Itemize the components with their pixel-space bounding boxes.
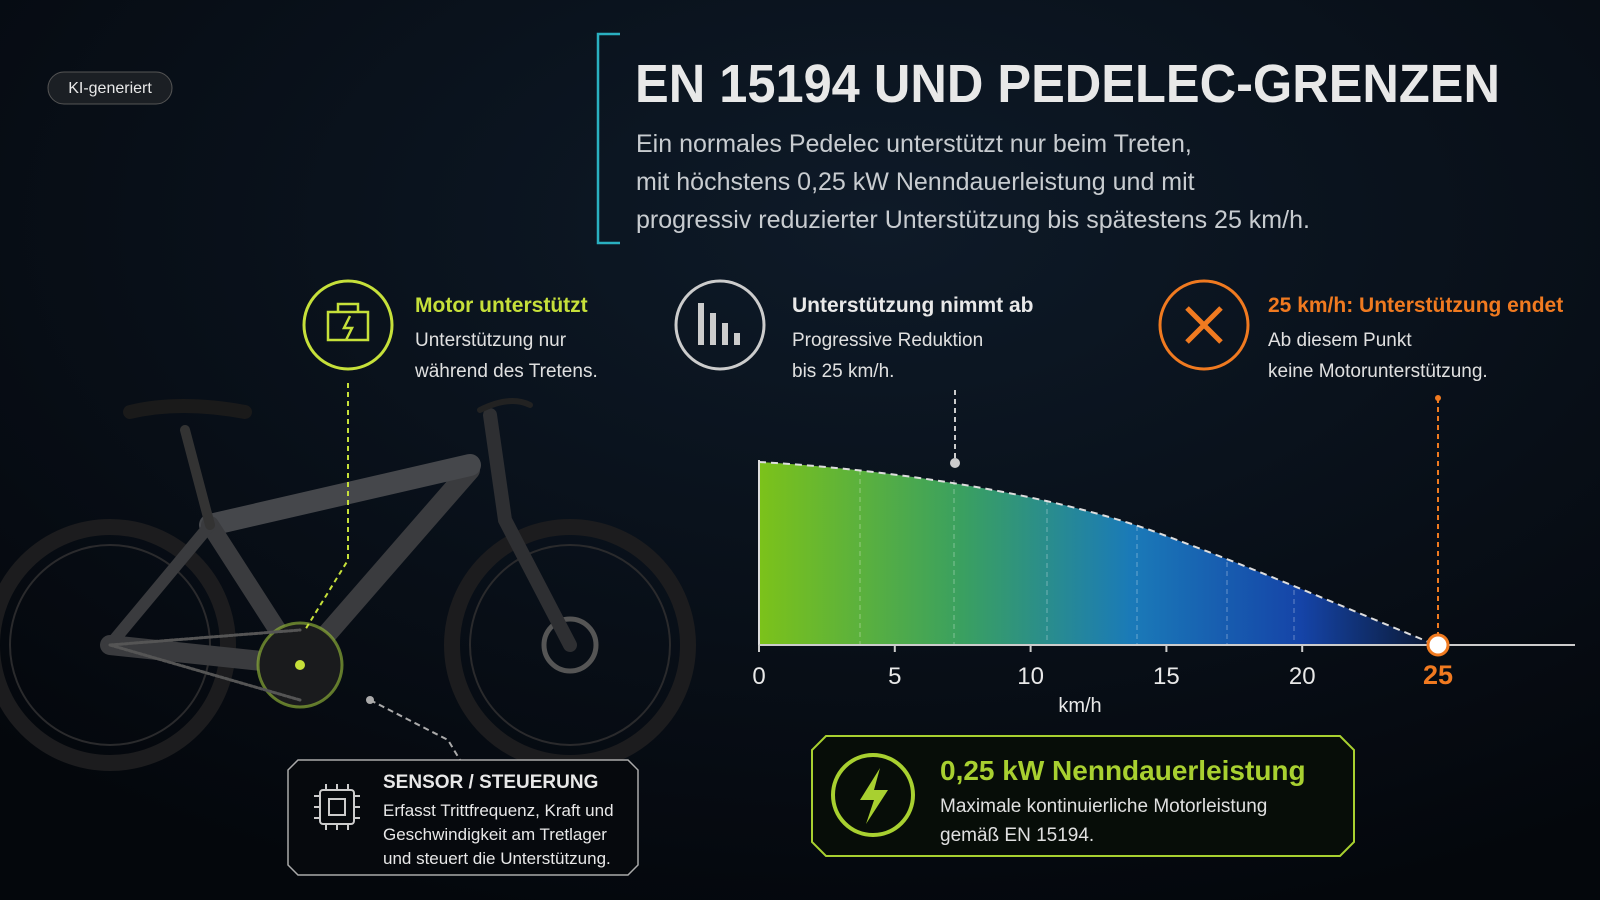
sensor-box bbox=[287, 759, 639, 876]
subtitle-line: progressiv reduzierter Unterstützung bis… bbox=[636, 206, 1310, 234]
x-tick-label: 5 bbox=[888, 663, 901, 690]
callout-icon bbox=[674, 279, 766, 371]
area-dividers bbox=[859, 470, 1295, 645]
title: EN 15194 UND PEDELEC-GRENZEN bbox=[635, 54, 1500, 114]
power-line: gemäß EN 15194. bbox=[940, 825, 1094, 846]
subtitle-line: mit höchstens 0,25 kW Nenndauerleistung … bbox=[636, 168, 1195, 196]
x-icon bbox=[1185, 306, 1223, 344]
x-tick-label: 20 bbox=[1289, 663, 1316, 690]
callout-line: Progressive Reduktion bbox=[792, 330, 983, 351]
pointer-dot bbox=[295, 660, 305, 670]
callout-icon bbox=[1158, 279, 1250, 371]
callout-title: Unterstützung nimmt ab bbox=[792, 294, 1034, 317]
bolt-icon bbox=[860, 768, 888, 824]
callout-line: Ab diesem Punkt bbox=[1268, 330, 1412, 351]
pointer-dot bbox=[1435, 395, 1441, 401]
sensor-line: und steuert die Unterstützung. bbox=[383, 849, 611, 868]
pointer-dot bbox=[366, 696, 374, 704]
callout-line: Unterstützung nur bbox=[415, 330, 567, 351]
sensor-line: Geschwindigkeit am Tretlager bbox=[383, 825, 607, 844]
sensor-line: Erfasst Trittfrequenz, Kraft und bbox=[383, 801, 614, 820]
badge bbox=[47, 71, 173, 105]
power-line: Maximale kontinuierliche Motorleistung bbox=[940, 796, 1267, 817]
x-tick-label: 0 bbox=[752, 663, 765, 690]
sensor-title: SENSOR / STEUERUNG bbox=[383, 772, 598, 793]
support-curve bbox=[758, 461, 1437, 646]
badge-text: KI-generiert bbox=[68, 80, 152, 97]
callout-icon bbox=[302, 279, 394, 371]
motor-icon bbox=[326, 302, 370, 342]
x-tick-label: 15 bbox=[1153, 663, 1180, 690]
pointer-dot bbox=[950, 458, 960, 468]
callout-line: während des Tretens. bbox=[414, 361, 598, 382]
support-area bbox=[759, 462, 1436, 645]
power-icon bbox=[831, 753, 915, 837]
power-box bbox=[811, 735, 1355, 857]
callout-line: keine Motorunterstützung. bbox=[1268, 361, 1488, 382]
header-bracket bbox=[596, 32, 620, 245]
chip-icon bbox=[314, 784, 360, 830]
limit-marker bbox=[1426, 633, 1450, 657]
x-axis-label: km/h bbox=[1058, 695, 1101, 717]
bars-icon bbox=[698, 303, 740, 345]
callout-line: bis 25 km/h. bbox=[792, 361, 894, 382]
chart: km/h 0 5 10 15 20 25 bbox=[752, 395, 1575, 717]
callout-pointer bbox=[304, 383, 349, 631]
power-title: 0,25 kW Nenndauerleistung bbox=[940, 755, 1306, 786]
subtitle-line: Ein normales Pedelec unterstützt nur bei… bbox=[636, 130, 1192, 158]
x-tick-label: 25 bbox=[1423, 660, 1453, 690]
sensor-pointer bbox=[369, 699, 461, 761]
callout-title: 25 km/h: Unterstützung endet bbox=[1268, 294, 1563, 317]
callout-title: Motor unterstützt bbox=[415, 294, 588, 317]
x-tick-label: 10 bbox=[1017, 663, 1044, 690]
